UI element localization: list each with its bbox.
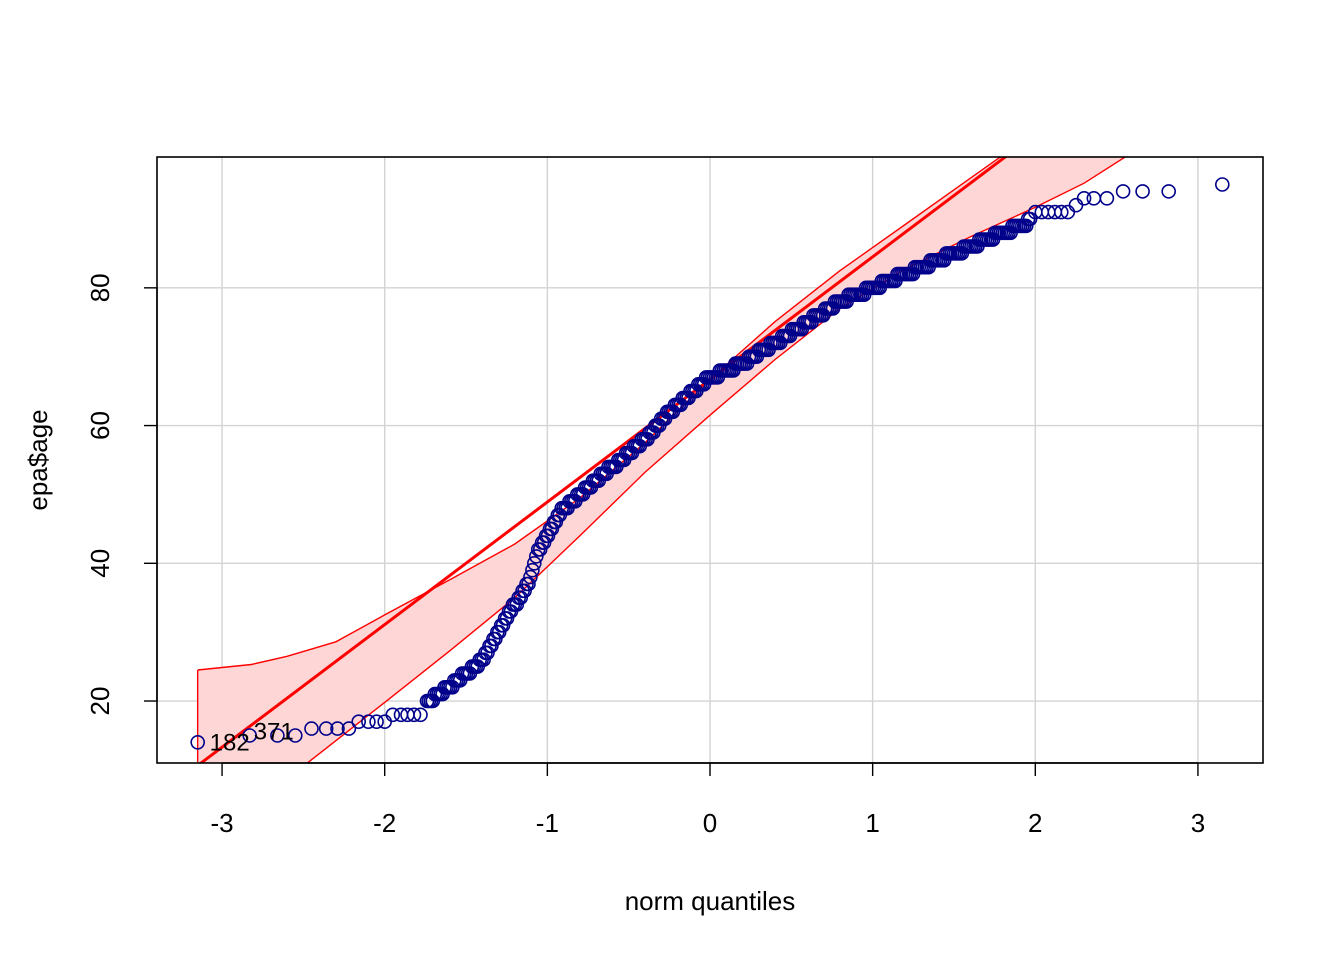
x-tick-label: 0: [703, 808, 717, 838]
y-tick-label: 40: [85, 549, 115, 578]
data-point: [1076, 191, 1092, 206]
point-labels: 182 371: [210, 718, 294, 756]
data-point: [540, 528, 556, 544]
data-points: [190, 177, 1230, 750]
data-point: [1161, 184, 1176, 199]
data-point: [341, 721, 357, 736]
data-point: [1215, 177, 1230, 192]
data-point: [513, 590, 529, 606]
data-point: [190, 734, 205, 750]
data-point: [544, 521, 560, 537]
data-point: [523, 569, 538, 585]
data-point: [526, 555, 542, 571]
data-point: [369, 714, 384, 730]
data-point: [330, 721, 345, 736]
x-tick-label: 2: [1028, 808, 1042, 838]
data-point: [525, 562, 540, 578]
data-point: [351, 714, 367, 730]
data-point: [1135, 184, 1150, 199]
point-label-182: 182: [210, 729, 250, 756]
y-tick-label: 60: [85, 411, 115, 440]
data-point: [385, 707, 401, 723]
data-point: [548, 514, 564, 530]
data-point: [361, 714, 376, 730]
data-point: [406, 707, 422, 723]
point-label-371: 371: [254, 718, 294, 745]
data-point: [484, 638, 499, 654]
x-axis-label: norm quantiles: [625, 886, 796, 916]
y-tick-label: 20: [85, 687, 115, 716]
y-axis: 20 40 60 80: [85, 273, 158, 716]
x-axis: -3 -2 -1 0 1 2 3: [210, 762, 1205, 838]
data-point: [528, 549, 544, 564]
data-point: [1068, 197, 1084, 213]
grid: [157, 157, 1263, 763]
data-point: [491, 624, 507, 640]
x-tick-label: -2: [373, 808, 396, 838]
x-tick-label: -3: [210, 808, 233, 838]
y-tick-label: 80: [85, 273, 115, 302]
data-point: [532, 542, 548, 557]
data-point: [476, 652, 491, 668]
data-point: [1086, 191, 1102, 206]
envelope-fill: [197, 157, 1126, 763]
data-point: [413, 707, 428, 723]
data-point: [242, 728, 257, 743]
data-point: [509, 597, 525, 612]
envelope-lower-line: [306, 157, 1127, 763]
data-point: [521, 576, 536, 592]
data-point: [304, 721, 319, 736]
data-point: [499, 611, 515, 626]
data-point: [318, 721, 334, 736]
data-point: [270, 728, 285, 743]
data-point: [480, 645, 495, 661]
data-point: [287, 728, 303, 743]
y-axis-label: epa$age: [23, 409, 53, 510]
data-point: [1099, 191, 1115, 206]
data-point: [495, 617, 511, 633]
data-point: [1115, 184, 1131, 199]
x-tick-label: 1: [865, 808, 879, 838]
x-tick-label: 3: [1191, 808, 1205, 838]
data-point: [1054, 204, 1069, 220]
x-tick-label: -1: [536, 808, 559, 838]
data-point: [1018, 218, 1034, 234]
